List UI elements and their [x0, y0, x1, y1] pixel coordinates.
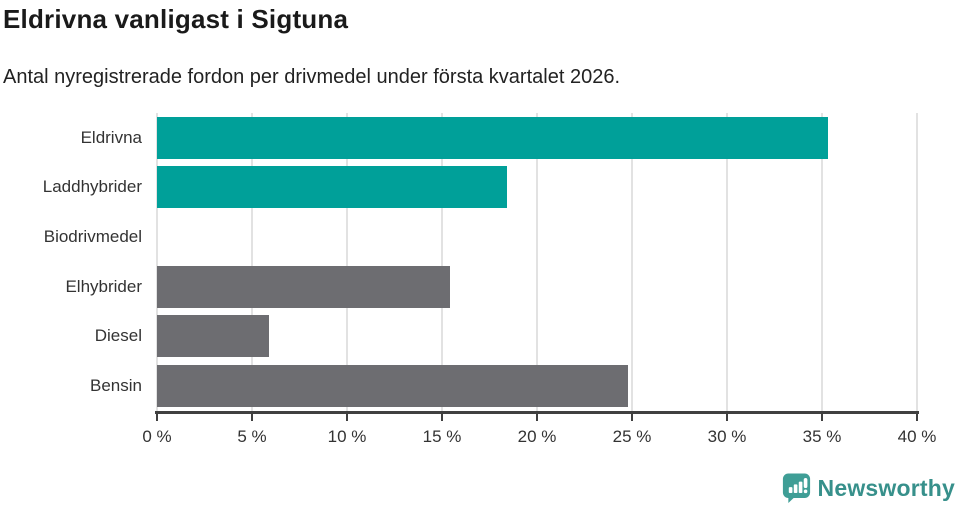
gridline-30	[726, 113, 728, 411]
axis-tick-25	[631, 411, 633, 421]
category-label: Diesel	[94, 326, 142, 346]
bar-elhybrider	[157, 265, 450, 308]
axis-tick-20	[536, 411, 538, 421]
gridline-40	[916, 113, 918, 411]
axis-tick-label: 20 %	[517, 427, 557, 446]
axis-tick-label: 30 %	[707, 427, 747, 446]
bar-row: Biodrivmedel	[0, 212, 960, 262]
bar-row: Bensin	[0, 361, 960, 411]
gridline-35	[821, 113, 823, 411]
bar-laddhybrider	[157, 166, 507, 209]
axis-tick-label: 0 %	[142, 427, 172, 446]
axis-tick-label: 35 %	[802, 427, 842, 446]
axis-tick-15	[441, 411, 443, 421]
bar-diesel	[157, 315, 270, 358]
gridline-15	[441, 113, 443, 411]
newsworthy-wordmark: Newsworthy	[817, 474, 955, 501]
category-label: Bensin	[90, 376, 142, 396]
gridline-10	[346, 113, 348, 411]
axis-tick-40	[916, 411, 918, 421]
axis-tick-label: 25 %	[612, 427, 652, 446]
plot-area	[156, 113, 918, 411]
axis-tick-30	[726, 411, 728, 421]
gridline-5	[251, 113, 253, 411]
bar-row: Laddhybrider	[0, 163, 960, 213]
axis-tick-label: 15 %	[422, 427, 462, 446]
newsworthy-speech-bubble-chart-icon	[782, 473, 810, 503]
axis-tick-10	[346, 411, 348, 421]
category-label: Elhybrider	[65, 276, 142, 296]
axis-tick-label: 5 %	[237, 427, 267, 446]
gridline-20	[536, 113, 538, 411]
category-label: Laddhybrider	[42, 177, 142, 197]
axis-tick-label: 10 %	[327, 427, 367, 446]
bar-bensin	[157, 365, 629, 408]
bar-eldrivna	[157, 116, 828, 159]
bar-row: Eldrivna	[0, 113, 960, 163]
category-label: Biodrivmedel	[43, 227, 142, 247]
gridline-0	[156, 113, 158, 411]
bar-chart: Eldrivna Laddhybrider Biodrivmedel Elhybrid…	[0, 113, 960, 458]
chart-subtitle: Antal nyregistrerade fordon per drivmede…	[3, 66, 621, 88]
bar-row: Diesel	[0, 312, 960, 362]
newsworthy-logo: Newsworthy	[782, 472, 955, 504]
axis-tick-label: 40 %	[897, 427, 937, 446]
chart-title: Eldrivna vanligast i Sigtuna	[3, 4, 349, 34]
gridline-25	[631, 113, 633, 411]
axis-tick-0	[156, 411, 158, 421]
bar-row: Elhybrider	[0, 262, 960, 312]
bar-rows: Eldrivna Laddhybrider Biodrivmedel Elhybrid…	[0, 113, 960, 411]
axis-tick-35	[821, 411, 823, 421]
category-label: Eldrivna	[80, 127, 142, 147]
axis-tick-5	[251, 411, 253, 421]
